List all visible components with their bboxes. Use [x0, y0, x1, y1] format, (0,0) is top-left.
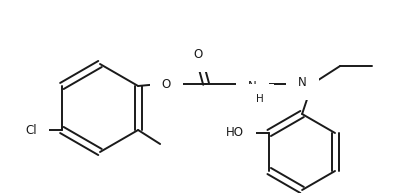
Text: Cl: Cl [25, 124, 37, 136]
Text: N: N [248, 80, 257, 92]
Text: O: O [162, 78, 171, 91]
Text: HO: HO [226, 126, 244, 140]
Text: N: N [298, 75, 307, 89]
Text: H: H [256, 94, 264, 104]
Text: O: O [194, 47, 203, 60]
